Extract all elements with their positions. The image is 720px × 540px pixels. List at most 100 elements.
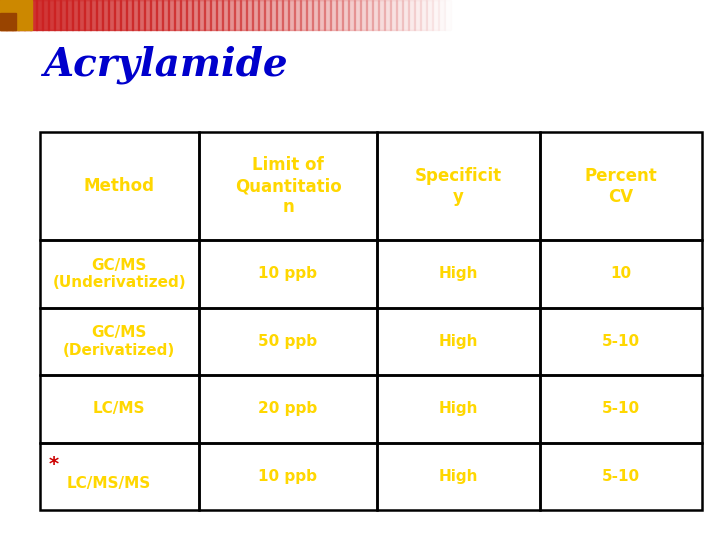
Bar [222, 0, 229, 30]
Bar [438, 0, 445, 30]
Bar [264, 0, 271, 30]
Bar [12, 0, 19, 30]
Bar [654, 0, 661, 30]
Bar [72, 0, 78, 30]
Bar [300, 0, 307, 30]
Bar [372, 0, 379, 30]
Bar [522, 0, 528, 30]
Bar [570, 0, 577, 30]
Bar [252, 0, 258, 30]
Text: Limit of
Quantitatio
n: Limit of Quantitatio n [235, 157, 341, 216]
Bar [199, 132, 377, 240]
Bar [342, 0, 348, 30]
Bar [40, 308, 199, 375]
Bar [40, 443, 199, 510]
Bar [199, 375, 377, 443]
Bar [426, 0, 433, 30]
Text: 10: 10 [611, 266, 631, 281]
Text: High: High [438, 266, 478, 281]
Bar [564, 0, 571, 30]
Bar [114, 0, 121, 30]
Bar [78, 0, 85, 30]
Bar [384, 0, 391, 30]
Bar [186, 0, 193, 30]
Bar [534, 0, 541, 30]
Bar [199, 443, 377, 510]
Bar [377, 240, 540, 308]
Bar [377, 132, 540, 240]
Bar [414, 0, 420, 30]
Bar [24, 0, 31, 30]
Text: LC/MS: LC/MS [93, 401, 145, 416]
Bar [576, 0, 582, 30]
Bar [714, 0, 720, 30]
Text: Specificit
y: Specificit y [415, 167, 502, 206]
Bar [390, 0, 397, 30]
Bar [540, 443, 702, 510]
Bar [672, 0, 679, 30]
Bar [42, 0, 49, 30]
Bar [282, 0, 289, 30]
Bar [606, 0, 613, 30]
Bar [558, 0, 564, 30]
Bar [0, 0, 32, 30]
Bar [40, 132, 199, 240]
Bar [540, 240, 702, 308]
Bar [396, 0, 402, 30]
Bar [450, 0, 456, 30]
Text: 10 ppb: 10 ppb [258, 266, 318, 281]
Bar [624, 0, 631, 30]
Bar [540, 308, 702, 375]
Bar [618, 0, 625, 30]
Bar [216, 0, 222, 30]
Text: High: High [438, 334, 478, 349]
Bar [198, 0, 204, 30]
Bar [546, 0, 553, 30]
Bar [210, 0, 217, 30]
Bar [378, 0, 384, 30]
Bar [132, 0, 139, 30]
Bar [60, 0, 67, 30]
Text: Method: Method [84, 177, 155, 195]
Text: 5-10: 5-10 [602, 401, 640, 416]
Bar [402, 0, 409, 30]
Bar [6, 0, 13, 30]
Bar [234, 0, 240, 30]
Bar [708, 0, 715, 30]
Bar [288, 0, 294, 30]
Bar [150, 0, 157, 30]
Bar [474, 0, 481, 30]
Bar [0, 14, 16, 30]
Bar [18, 0, 24, 30]
Text: Percent
CV: Percent CV [585, 167, 657, 206]
Bar [108, 0, 114, 30]
Bar [420, 0, 427, 30]
Bar [510, 0, 517, 30]
Bar [540, 132, 702, 240]
Bar [144, 0, 150, 30]
Bar [432, 0, 438, 30]
Bar [138, 0, 145, 30]
Bar [126, 0, 132, 30]
Bar [516, 0, 523, 30]
Bar [102, 0, 109, 30]
Bar [678, 0, 685, 30]
Bar [318, 0, 325, 30]
Bar [468, 0, 474, 30]
Bar [199, 240, 377, 308]
Bar [540, 0, 546, 30]
Text: 5-10: 5-10 [602, 334, 640, 349]
Bar [660, 0, 667, 30]
Text: 50 ppb: 50 ppb [258, 334, 318, 349]
Bar [462, 0, 469, 30]
Bar [377, 375, 540, 443]
Bar [40, 375, 199, 443]
Bar [30, 0, 37, 30]
Bar [66, 0, 73, 30]
Bar [612, 0, 618, 30]
Bar [240, 0, 247, 30]
Bar [258, 0, 265, 30]
Bar [648, 0, 654, 30]
Bar [630, 0, 636, 30]
Bar [366, 0, 373, 30]
